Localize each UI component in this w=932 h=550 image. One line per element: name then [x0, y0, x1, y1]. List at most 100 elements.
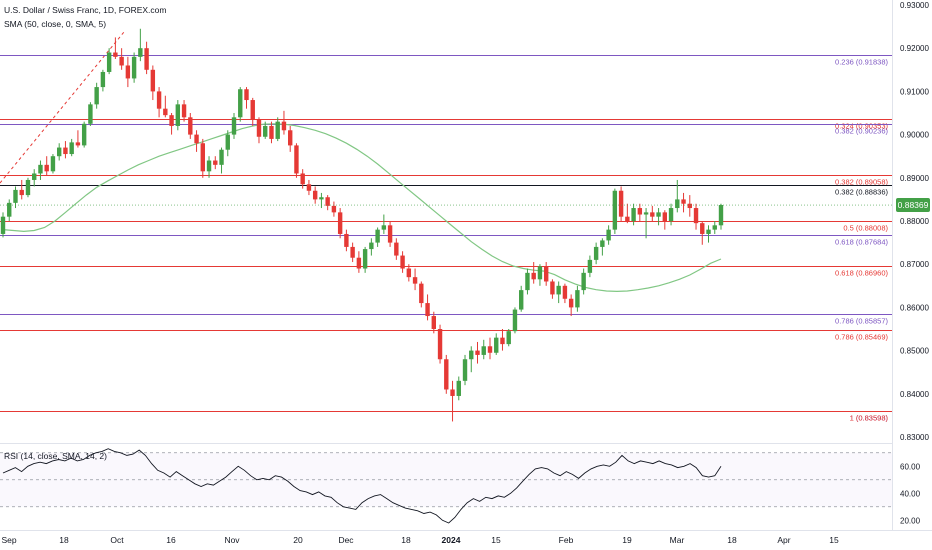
candle-body — [238, 89, 243, 118]
time-tick-label: 15 — [491, 535, 501, 545]
rsi-axis[interactable]: 60.00 40.00 20.00 — [900, 462, 921, 525]
time-tick-label: 15 — [829, 535, 839, 545]
candle-body — [244, 89, 249, 101]
candle-body — [294, 145, 299, 174]
candle-body — [450, 389, 455, 396]
candle-body — [712, 225, 717, 230]
candle-body — [175, 104, 181, 126]
candle-body — [543, 266, 549, 282]
price-tick-label: 0.85000 — [900, 347, 929, 356]
candle-body — [213, 160, 218, 165]
candle-body — [300, 173, 305, 185]
price-axis[interactable]: 0.93000 0.92000 0.91000 0.90000 0.89000 0.880… — [0, 1, 929, 442]
candle-body — [281, 121, 287, 131]
trend-line[interactable] — [0, 31, 125, 184]
candle-body — [288, 130, 293, 146]
fib-label: 0.786 (0.85857) — [835, 317, 888, 326]
candle-body — [369, 242, 374, 250]
candle-body — [568, 298, 574, 308]
price-tick-label: 0.91000 — [900, 87, 929, 96]
candle-body — [500, 337, 505, 345]
price-tick-label: 0.92000 — [900, 44, 929, 53]
candle-body — [494, 337, 499, 353]
price-tick-label: 0.93000 — [900, 1, 929, 10]
candle-body — [163, 108, 168, 116]
candle-body — [56, 147, 62, 157]
fib-label: 1 (0.83593) — [850, 414, 889, 423]
time-tick-label: 20 — [293, 535, 303, 545]
candle-body — [331, 205, 337, 213]
candle-body — [231, 117, 237, 135]
candle-body — [581, 272, 586, 291]
fib-label: 0.786 (0.85469) — [835, 333, 888, 342]
price-tick-label: 0.90000 — [900, 131, 929, 140]
candle-body — [675, 199, 680, 209]
candle-body — [150, 69, 156, 92]
candle-body — [225, 134, 230, 150]
rsi-indicator-label: RSI (14, close, SMA, 14, 2) — [4, 451, 107, 461]
last-price-badge: 0.88369 — [896, 198, 930, 213]
candle-body — [119, 56, 124, 66]
price-tick-label: 0.83000 — [900, 433, 929, 442]
candle-body — [131, 56, 137, 79]
candle-body — [275, 121, 280, 139]
candle-body — [19, 189, 24, 196]
candle-body — [650, 212, 655, 217]
candle-body — [631, 208, 636, 221]
candle-body — [0, 216, 6, 234]
candle-body — [481, 346, 486, 355]
candle-body — [256, 119, 262, 137]
candle-body — [462, 359, 468, 381]
candle-body — [325, 197, 330, 206]
candle-body — [687, 203, 692, 209]
time-tick-label: 2024 — [442, 535, 461, 545]
time-tick-label: 18 — [59, 535, 69, 545]
candle-body — [606, 229, 611, 241]
candle-body — [200, 143, 205, 172]
candle-body — [456, 380, 461, 396]
candle-body — [381, 225, 387, 230]
candle-body — [138, 48, 143, 57]
candle-body — [425, 303, 430, 317]
fibonacci-levels[interactable]: 0.236 (0.91838) 0.324 (0.90353)0.382 (0.9… — [0, 55, 892, 423]
candle-body — [556, 285, 561, 295]
candle-body — [625, 216, 630, 221]
candle-body — [169, 115, 174, 126]
candle-body — [32, 173, 37, 180]
rsi-layer — [0, 448, 892, 524]
candle-body — [512, 309, 518, 332]
price-tick-label: 0.87000 — [900, 260, 929, 269]
price-tick-label: 0.89000 — [900, 174, 929, 183]
candle-body — [487, 346, 493, 353]
candle-body — [506, 331, 511, 345]
candle-body — [13, 189, 18, 203]
candle-body — [375, 229, 380, 243]
rsi-tick-label: 40.00 — [900, 489, 921, 498]
candle-body — [668, 208, 674, 221]
candle-body — [50, 156, 56, 172]
time-tick-label: Sep — [1, 535, 16, 545]
candle-body — [718, 205, 724, 226]
candle-body — [94, 87, 99, 105]
candle-body — [113, 52, 118, 57]
candle-body — [587, 259, 593, 273]
candle-body — [181, 104, 187, 118]
time-tick-label: Nov — [224, 535, 240, 545]
price-tick-label: 0.86000 — [900, 303, 929, 312]
time-axis[interactable]: Sep 18 Oct 16 Nov 20 Dec 18 2024 15 Feb 19 Mar 18 Apr 1… — [1, 535, 839, 545]
candle-body — [537, 266, 543, 280]
candle-body — [356, 257, 362, 269]
time-tick-label: Mar — [670, 535, 685, 545]
time-tick-label: Dec — [338, 535, 354, 545]
last-price-value: 0.88369 — [898, 200, 929, 210]
chart-title: U.S. Dollar / Swiss Franc, 1D, FOREX.com — [4, 5, 167, 15]
candle-body — [637, 208, 643, 215]
candle-body — [575, 290, 580, 308]
candle-body — [612, 190, 618, 230]
fib-label: 0.5 (0.88008) — [843, 224, 888, 233]
rsi-line — [2, 448, 722, 524]
candle-body — [700, 223, 705, 234]
fib-label: 0.618 (0.87684) — [835, 238, 888, 247]
rsi-tick-label: 60.00 — [900, 462, 921, 471]
